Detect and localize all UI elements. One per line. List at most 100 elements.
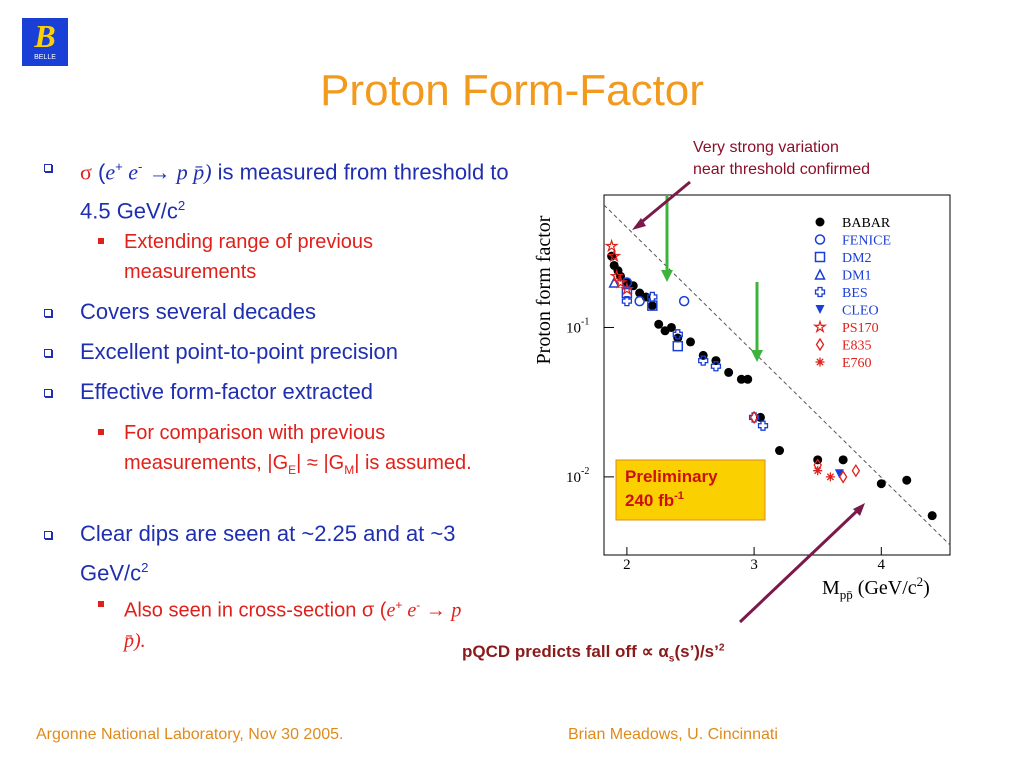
text: ( [91, 159, 106, 185]
point [666, 322, 676, 332]
text: + [115, 159, 123, 174]
point [609, 268, 624, 283]
point [604, 238, 619, 253]
text: p p̄). [124, 599, 462, 652]
point [825, 472, 835, 482]
point [757, 420, 769, 431]
text: e [402, 599, 417, 622]
point [619, 281, 635, 296]
text: near threshold confirmed [693, 161, 870, 178]
point [698, 355, 709, 366]
legend-label: DM2 [842, 251, 872, 266]
point [647, 291, 658, 303]
x-axis-label: Mpp̄ (GeV/c2) [822, 574, 930, 602]
legend-label: DM1 [842, 269, 872, 284]
legend-label: E835 [842, 339, 872, 354]
text: p p̄) [176, 159, 212, 185]
text: Very strong variation [693, 139, 839, 156]
point [815, 305, 825, 314]
text: + [395, 598, 403, 612]
text: pQCD predicts fall off ∝ α [462, 642, 669, 661]
text: 2 [177, 198, 186, 214]
text: Clear dips are seen at ~2.25 and at ~3 G… [80, 521, 456, 586]
text: Extending range of previous measurements [124, 231, 374, 283]
x-tick-label: 2 [623, 557, 631, 573]
footer-left: Argonne National Laboratory, Nov 30 2005… [36, 726, 344, 743]
text: σ [80, 159, 92, 185]
text: E [288, 463, 297, 477]
point [812, 319, 828, 334]
text: - [138, 159, 143, 174]
point [686, 337, 695, 347]
sub-bullet: For comparison with previous measurement… [98, 418, 474, 485]
point [927, 511, 937, 521]
text: 2 [718, 642, 725, 654]
point [815, 337, 825, 352]
plot-frame [603, 194, 951, 556]
purple-arrow-head [632, 218, 646, 230]
point [654, 319, 664, 329]
footer-right: Brian Meadows, U. Cincinnati [568, 726, 778, 743]
pqcd-note: pQCD predicts fall off ∝ αs(s’)/s’2 [462, 642, 725, 664]
green-arrow-head [661, 270, 673, 282]
y-tick-label: 10-2 [566, 466, 589, 486]
x-tick-label: 3 [750, 557, 758, 573]
point [710, 361, 722, 372]
text: ) [923, 577, 930, 599]
point [607, 248, 622, 263]
point [641, 292, 651, 302]
sub-bullet: Also seen in cross-section σ (e+ e- → p … [98, 590, 474, 656]
legend-label: BABAR [842, 216, 891, 231]
text: pp̄ [840, 587, 853, 602]
text: 240 fb [625, 491, 674, 510]
point [902, 475, 912, 485]
title: Proton Form-Factor [320, 66, 704, 115]
point [814, 286, 826, 298]
preliminary-box [615, 459, 766, 521]
logo: B BELLE [22, 18, 68, 66]
bullet: σ (e+ e- → p p̄) is measured from thresh… [44, 150, 510, 229]
point [834, 469, 844, 479]
text: | ≈ |G [296, 452, 345, 474]
point [672, 340, 684, 352]
text: M [344, 463, 355, 477]
point [743, 374, 753, 384]
text: 10 [566, 320, 581, 336]
preliminary-text: Preliminary [625, 467, 718, 486]
text: is measured from threshold to 4.5 GeV/c [80, 159, 509, 224]
point [814, 251, 826, 263]
logo-caption: BELLE [34, 54, 56, 61]
point [814, 234, 826, 245]
point [775, 446, 785, 456]
bullet: Excellent point-to-point precision [44, 335, 510, 369]
point [621, 287, 633, 299]
point [813, 466, 823, 476]
text: M [822, 577, 840, 599]
purple-arrow [637, 180, 691, 227]
text: 2 [917, 574, 924, 589]
bullet: Covers several decades [44, 295, 510, 329]
green-arrow-head [751, 350, 763, 362]
y-axis-label: Proton form factor [533, 215, 555, 364]
point [621, 295, 633, 307]
text: (s’)/s’ [674, 642, 719, 661]
point [876, 479, 886, 489]
text: 10 [566, 470, 581, 486]
point [608, 276, 620, 288]
text: -2 [581, 466, 589, 477]
point [672, 329, 683, 340]
text: - [416, 598, 421, 612]
x-tick-label: 4 [878, 557, 886, 573]
text: (GeV/c [853, 577, 917, 599]
text: Effective form-factor extracted [80, 379, 374, 404]
y-tick-label: 10-1 [566, 316, 589, 336]
point [851, 463, 861, 478]
point [838, 455, 848, 465]
point [736, 374, 746, 384]
point [814, 268, 826, 280]
text: s [668, 653, 675, 665]
purple-arrow [738, 508, 860, 624]
text: → [142, 159, 177, 185]
